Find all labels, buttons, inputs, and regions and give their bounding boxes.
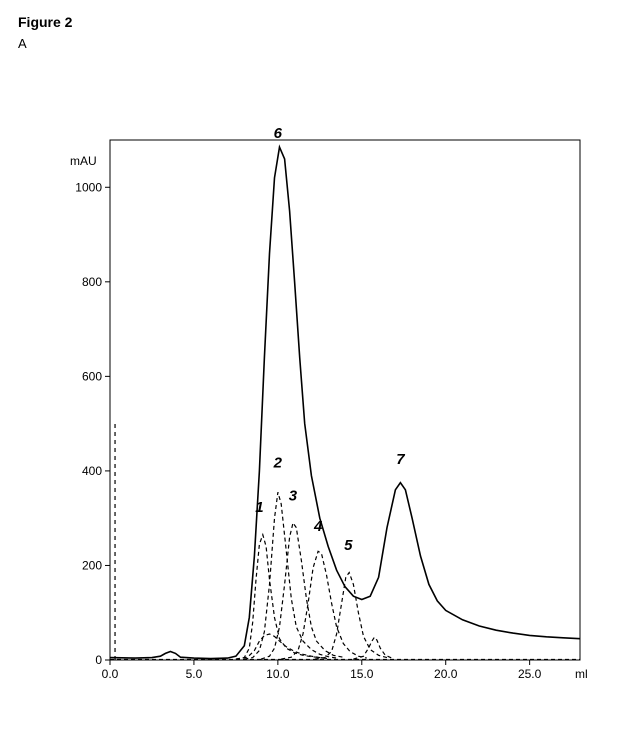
trace-5 xyxy=(315,573,387,660)
x-tick-label: 10.0 xyxy=(266,667,290,681)
y-tick-label: 400 xyxy=(82,464,102,478)
y-tick-label: 600 xyxy=(82,369,102,383)
x-tick-label: 25.0 xyxy=(518,667,542,681)
peak-label-5: 5 xyxy=(344,537,353,554)
panel-label: A xyxy=(18,36,27,51)
trace-4 xyxy=(281,551,367,659)
chromatogram-chart: 02004006008001000mAU0.05.010.015.020.025… xyxy=(40,120,600,700)
peak-label-3: 3 xyxy=(289,487,298,504)
plot-frame xyxy=(110,140,580,660)
trace-3 xyxy=(261,523,345,659)
trace-6-7-main xyxy=(110,147,580,658)
peak-label-1: 1 xyxy=(255,499,263,516)
peak-label-4: 4 xyxy=(313,518,323,535)
x-tick-label: 0.0 xyxy=(102,667,119,681)
x-tick-label: 20.0 xyxy=(434,667,458,681)
figure-page: { "figure": { "title": "Figure 2", "pane… xyxy=(0,0,640,752)
y-tick-label: 0 xyxy=(95,653,102,667)
x-tick-label: 15.0 xyxy=(350,667,374,681)
y-tick-label: 1000 xyxy=(75,180,102,194)
peak-label-7: 7 xyxy=(396,451,405,468)
y-axis-unit: mAU xyxy=(70,154,97,168)
figure-title: Figure 2 xyxy=(18,14,72,30)
trace-2 xyxy=(244,492,336,659)
x-tick-label: 5.0 xyxy=(186,667,203,681)
y-tick-label: 200 xyxy=(82,558,102,572)
x-axis-unit: ml xyxy=(575,667,588,681)
peak-label-2: 2 xyxy=(273,454,283,471)
peak-label-6: 6 xyxy=(274,125,283,142)
trace-aux-a xyxy=(236,634,328,659)
trace-1 xyxy=(236,535,325,659)
chart-svg: 02004006008001000mAU0.05.010.015.020.025… xyxy=(40,120,600,700)
y-tick-label: 800 xyxy=(82,275,102,289)
